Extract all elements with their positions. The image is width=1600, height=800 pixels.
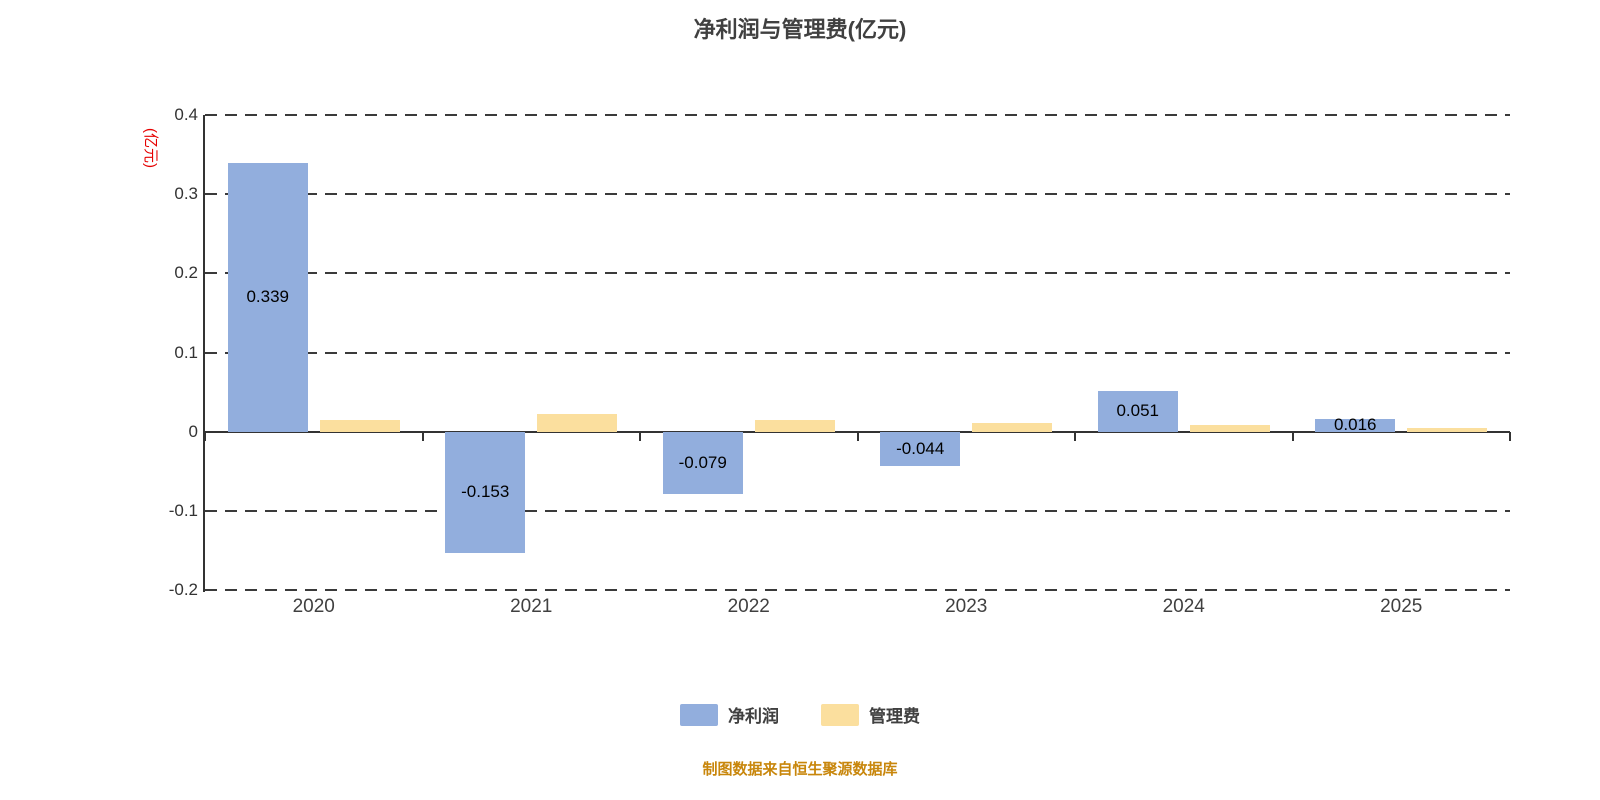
x-axis-tick	[204, 431, 206, 441]
gridline	[205, 351, 1510, 354]
bar-management-fee-2025	[1407, 427, 1488, 432]
legend-item-management-fee[interactable]: 管理费	[821, 702, 920, 727]
x-axis-tick	[856, 431, 859, 441]
x-axis-category-label: 2021	[510, 596, 553, 617]
y-axis-tick-label: -0.2	[168, 580, 198, 599]
y-axis-tick-label: -0.1	[168, 500, 198, 520]
gridline	[205, 272, 1510, 275]
bar-net-profit-2025	[1315, 419, 1396, 432]
bar-value-label-net-profit-2020: 0.339	[246, 287, 290, 307]
gridline	[205, 114, 1510, 116]
data-source-note: 制图数据来自恒生聚源数据库	[702, 761, 898, 778]
y-axis-tick-label: 0.4	[174, 105, 198, 124]
y-axis-tick-label: 0.3	[174, 184, 198, 204]
bar-management-fee-2021	[537, 414, 618, 432]
bar-management-fee-2020	[319, 419, 400, 432]
legend-item-net-profit[interactable]: 净利润	[680, 702, 779, 727]
y-axis-line	[203, 115, 205, 592]
x-axis-category-label: 2025	[1380, 596, 1423, 617]
bar-management-fee-2023	[972, 422, 1053, 432]
gridline	[205, 509, 1510, 512]
net-profit-swatch	[680, 703, 718, 726]
x-axis-category-label: 2022	[727, 596, 770, 617]
bar-value-label-net-profit-2025: 0.016	[1333, 415, 1377, 435]
bar-value-label-net-profit-2024: 0.051	[1116, 401, 1160, 421]
bar-value-label-net-profit-2023: -0.044	[896, 439, 945, 459]
x-axis-tick	[421, 431, 424, 441]
bar-net-profit-2024	[1097, 391, 1178, 432]
bar-value-label-net-profit-2022: -0.079	[678, 452, 727, 472]
y-axis-tick-label: 0.2	[174, 263, 198, 283]
y-axis-unit-label: (亿元)	[142, 128, 159, 168]
x-axis-category-label: 2023	[945, 596, 988, 617]
gridline	[205, 589, 1510, 591]
bar-net-profit-2023	[880, 431, 961, 467]
chart-title: 净利润与管理费(亿元)	[693, 17, 907, 42]
bar-net-profit-2020	[227, 163, 308, 432]
x-axis-tick	[639, 431, 641, 441]
x-axis-category-label: 2020	[292, 596, 335, 617]
legend: 净利润 管理费	[0, 702, 1600, 727]
bar-net-profit-2022	[662, 431, 743, 495]
bar-management-fee-2022	[754, 419, 835, 432]
y-axis-tick-label: 0.1	[174, 342, 198, 362]
x-axis-tick	[1074, 431, 1076, 441]
x-axis-tick	[1509, 431, 1511, 441]
legend-label-net-profit: 净利润	[728, 707, 779, 726]
y-axis-tick-label: 0	[188, 421, 198, 441]
bar-value-label-net-profit-2021: -0.153	[461, 482, 510, 502]
bar-net-profit-2021	[445, 431, 526, 553]
x-axis-category-label: 2024	[1162, 596, 1205, 617]
gridline	[205, 193, 1510, 196]
legend-label-management-fee: 管理费	[869, 707, 920, 726]
management-fee-swatch	[821, 703, 859, 726]
bar-management-fee-2024	[1189, 425, 1270, 432]
x-axis-tick	[1291, 431, 1294, 441]
